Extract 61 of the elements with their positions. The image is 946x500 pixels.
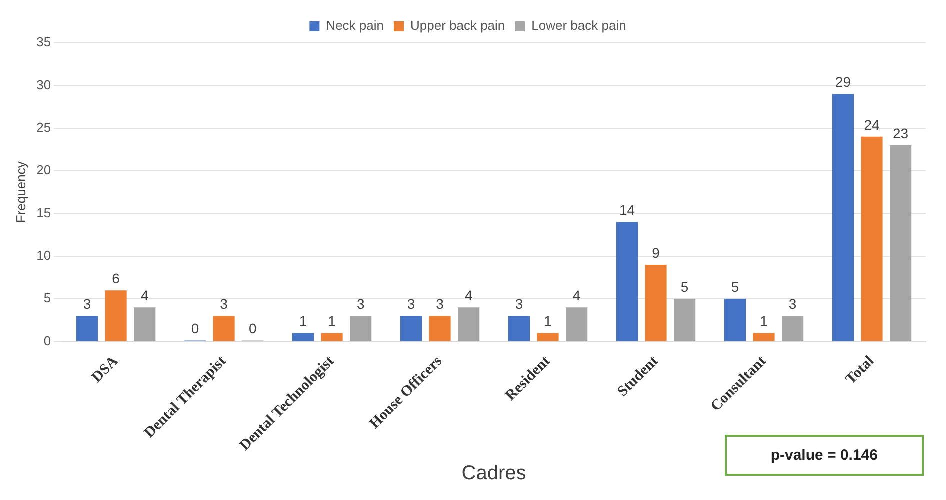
bar <box>321 333 343 342</box>
legend-label: Neck pain <box>326 18 384 34</box>
data-label: 24 <box>864 116 880 133</box>
bar <box>782 316 804 342</box>
y-tick-label: 20 <box>36 162 52 178</box>
data-label: 14 <box>619 202 636 218</box>
data-label: 4 <box>572 288 581 304</box>
y-tick-label: 5 <box>44 290 52 306</box>
y-axis-title: Frequency <box>13 161 28 224</box>
data-label: 1 <box>328 313 336 330</box>
data-label: 3 <box>788 296 797 312</box>
data-label: 23 <box>893 125 909 142</box>
bar <box>292 333 314 342</box>
bar <box>105 290 127 342</box>
data-label: 5 <box>680 278 689 295</box>
data-label: 6 <box>112 270 120 286</box>
data-label: 4 <box>464 288 473 304</box>
bar <box>832 94 854 342</box>
y-tick-label: 15 <box>36 205 52 220</box>
data-label: 3 <box>436 296 444 312</box>
bar <box>616 222 638 342</box>
y-tick-label: 35 <box>36 34 52 50</box>
bar <box>429 316 451 342</box>
y-tick-label: 30 <box>36 77 52 92</box>
legend-label: Lower back pain <box>532 18 626 34</box>
y-tick-label: 0 <box>44 333 52 348</box>
data-label: 4 <box>140 288 149 304</box>
bar <box>674 299 696 342</box>
legend-label: Upper back pain <box>410 18 506 34</box>
y-tick-label: 25 <box>36 120 52 135</box>
data-label: 29 <box>835 74 852 90</box>
data-label: 0 <box>191 320 200 337</box>
data-label: 3 <box>356 296 365 312</box>
bar <box>350 316 372 342</box>
bar <box>213 316 235 342</box>
bar <box>508 316 530 342</box>
x-tick-label: DSA <box>89 353 122 386</box>
data-label: 5 <box>731 278 740 295</box>
data-label: 1 <box>299 313 308 330</box>
bar <box>400 316 422 342</box>
bar <box>76 316 98 342</box>
data-label: 0 <box>248 320 257 337</box>
bar <box>566 308 588 342</box>
bar <box>134 308 156 342</box>
text: p-value = 0.146 <box>724 435 924 476</box>
bar <box>890 145 912 342</box>
x-axis-title: Cadres <box>462 462 526 485</box>
data-label: 1 <box>544 313 552 330</box>
data-label: 1 <box>760 313 768 330</box>
y-tick-label: 10 <box>36 248 52 264</box>
bar <box>537 333 559 342</box>
data-label: 3 <box>83 296 92 312</box>
bar <box>724 299 746 342</box>
bar <box>861 136 883 342</box>
bar <box>753 333 775 342</box>
data-label: 9 <box>652 244 660 261</box>
data-label: 3 <box>515 296 524 312</box>
data-label: 3 <box>407 296 416 312</box>
bar <box>458 308 480 342</box>
bar <box>645 264 667 342</box>
data-label: 3 <box>220 296 228 312</box>
